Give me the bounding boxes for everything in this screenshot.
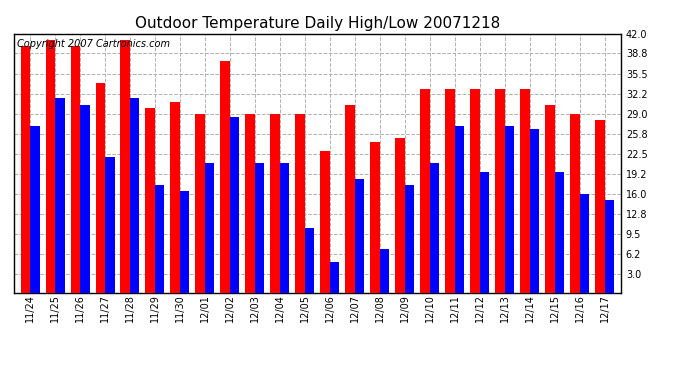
Bar	[230, 117, 239, 292]
Bar	[480, 172, 489, 292]
Bar	[320, 151, 330, 292]
Bar	[305, 228, 315, 292]
Bar	[495, 89, 505, 292]
Bar	[445, 89, 455, 292]
Bar	[471, 89, 480, 292]
Bar	[205, 163, 215, 292]
Bar	[70, 46, 80, 292]
Bar	[46, 40, 55, 292]
Text: Copyright 2007 Cartronics.com: Copyright 2007 Cartronics.com	[17, 39, 170, 49]
Bar	[355, 178, 364, 292]
Bar	[505, 126, 514, 292]
Bar	[595, 120, 604, 292]
Bar	[295, 114, 305, 292]
Bar	[346, 105, 355, 292]
Bar	[520, 89, 530, 292]
Bar	[420, 89, 430, 292]
Bar	[555, 172, 564, 292]
Bar	[430, 163, 440, 292]
Bar	[570, 114, 580, 292]
Bar	[280, 163, 289, 292]
Title: Outdoor Temperature Daily High/Low 20071218: Outdoor Temperature Daily High/Low 20071…	[135, 16, 500, 31]
Bar	[380, 249, 389, 292]
Bar	[330, 262, 339, 292]
Bar	[405, 185, 415, 292]
Bar	[604, 200, 614, 292]
Bar	[121, 40, 130, 292]
Bar	[395, 138, 405, 292]
Bar	[580, 194, 589, 292]
Bar	[170, 102, 180, 292]
Bar	[255, 163, 264, 292]
Bar	[30, 126, 39, 292]
Bar	[80, 105, 90, 292]
Bar	[545, 105, 555, 292]
Bar	[220, 62, 230, 292]
Bar	[146, 108, 155, 292]
Bar	[371, 142, 380, 292]
Bar	[246, 114, 255, 292]
Bar	[105, 157, 115, 292]
Bar	[455, 126, 464, 292]
Bar	[195, 114, 205, 292]
Bar	[180, 191, 190, 292]
Bar	[95, 83, 105, 292]
Bar	[530, 129, 540, 292]
Bar	[55, 99, 65, 292]
Bar	[21, 46, 30, 292]
Bar	[270, 114, 280, 292]
Bar	[130, 99, 139, 292]
Bar	[155, 185, 164, 292]
